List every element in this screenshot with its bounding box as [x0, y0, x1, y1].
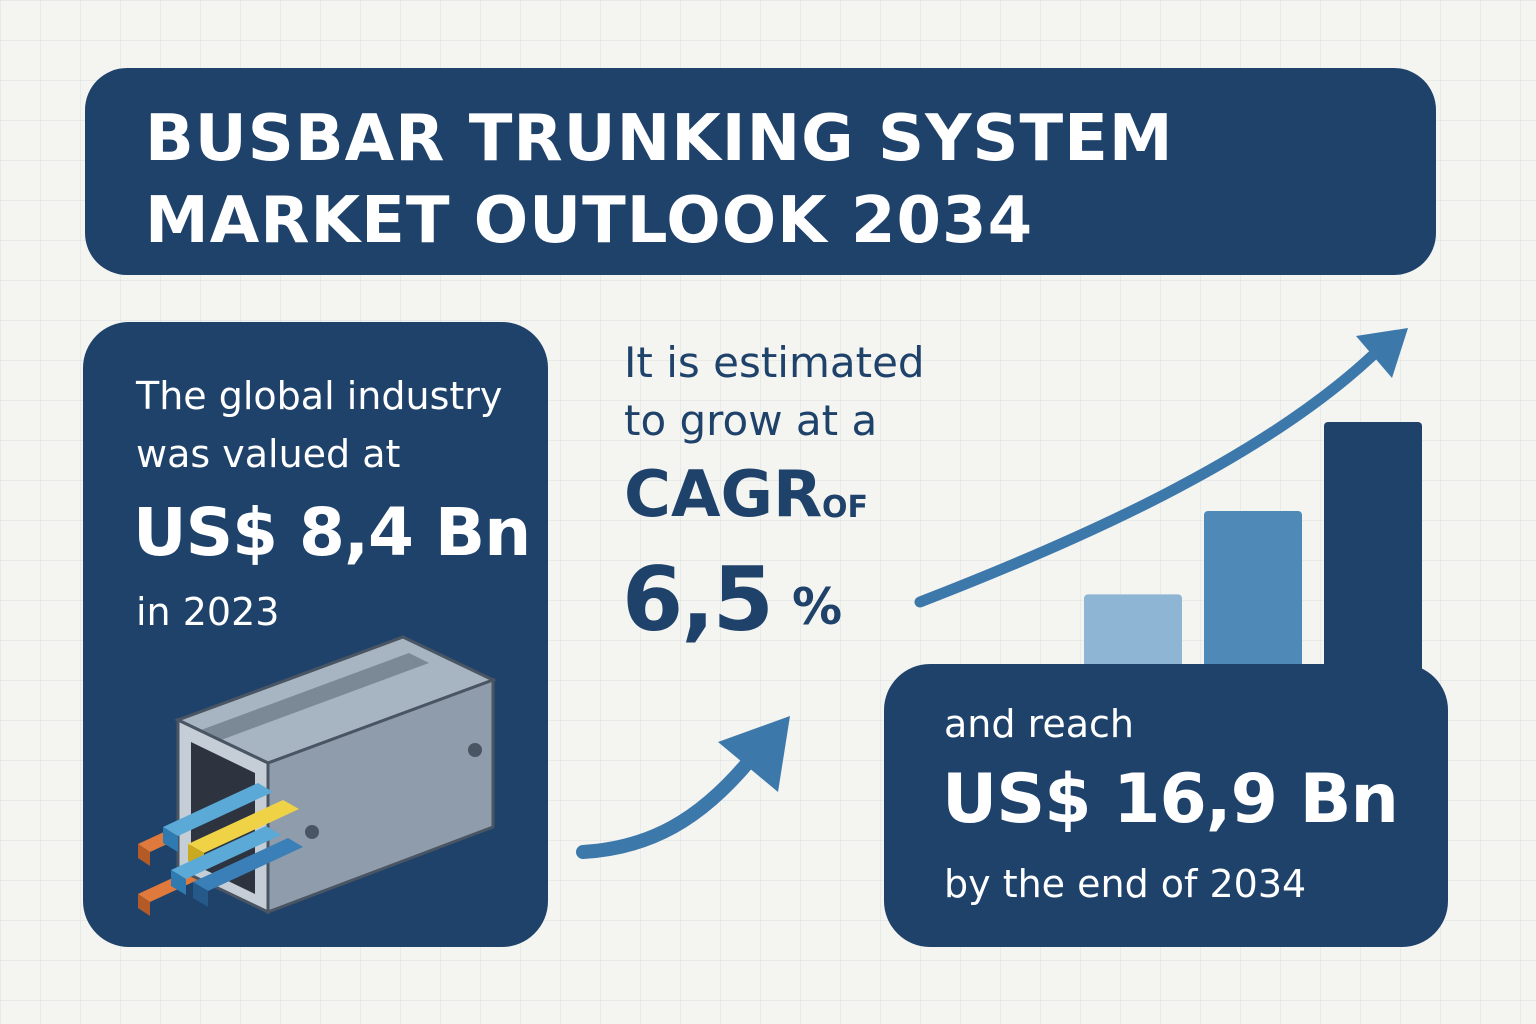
- title-line-2: MARKET OUTLOOK 2034: [145, 184, 1034, 258]
- forecast-card: and reach US$ 16,9 Bn by the end of 2034: [884, 664, 1448, 947]
- valuation-year: in 2023: [136, 590, 280, 634]
- valuation-intro-line-1: The global industry: [136, 374, 503, 418]
- forecast-suffix: by the end of 2034: [944, 862, 1307, 906]
- valuation-intro-line-2: was valued at: [136, 432, 401, 476]
- growth-intro-line-2: to grow at a: [624, 396, 878, 445]
- cagr-percent-sign: %: [792, 578, 843, 636]
- title-banner: BUSBAR TRUNKING SYSTEM MARKET OUTLOOK 20…: [85, 68, 1436, 275]
- cagr-value: 6,5: [622, 548, 774, 651]
- cagr-of-label: OF: [822, 490, 868, 525]
- growth-bar-3: [1324, 422, 1422, 700]
- valuation-value: US$ 8,4 Bn: [133, 494, 531, 571]
- cagr-label: CAGR: [624, 458, 823, 532]
- valuation-card: The global industry was valued at US$ 8,…: [83, 322, 548, 947]
- busbar-duct-icon: [138, 635, 497, 916]
- title-line-1: BUSBAR TRUNKING SYSTEM: [145, 102, 1174, 176]
- forecast-value: US$ 16,9 Bn: [942, 760, 1399, 839]
- growth-intro-line-1: It is estimated: [624, 338, 925, 387]
- forecast-intro: and reach: [944, 702, 1134, 746]
